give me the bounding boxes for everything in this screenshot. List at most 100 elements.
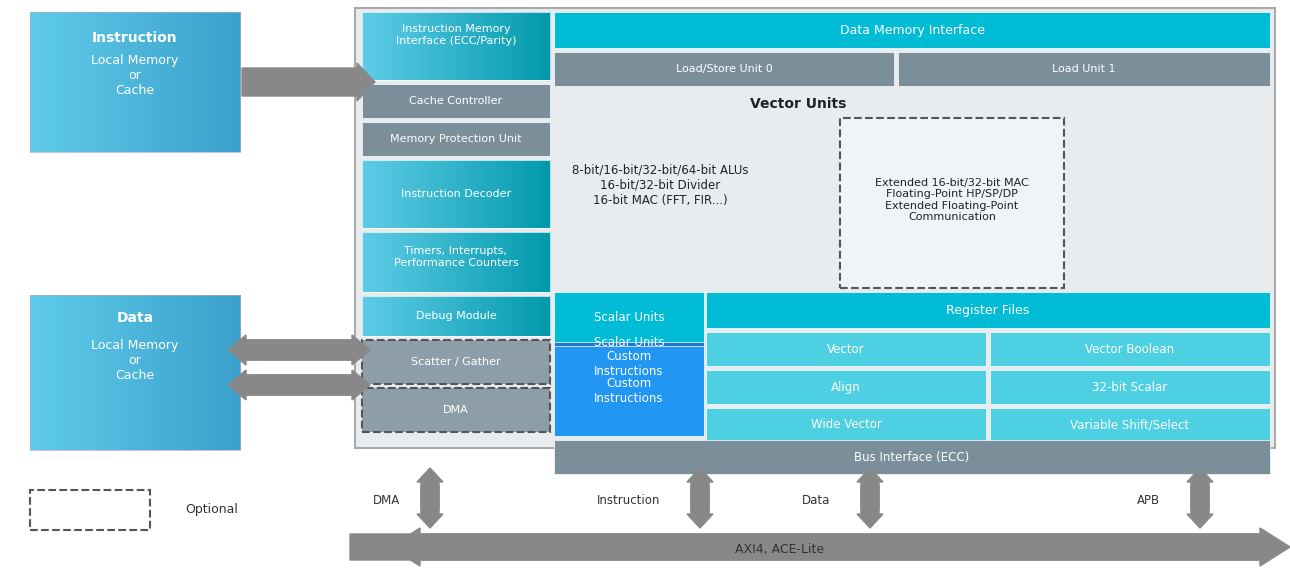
- Bar: [528, 232, 531, 292]
- Bar: [516, 12, 520, 80]
- Bar: [106, 12, 111, 152]
- Bar: [494, 232, 498, 292]
- Bar: [508, 12, 513, 80]
- Bar: [501, 12, 506, 80]
- Bar: [453, 12, 457, 80]
- FancyArrow shape: [1187, 468, 1213, 510]
- Bar: [369, 232, 374, 292]
- Bar: [396, 12, 400, 80]
- Text: Cache Controller: Cache Controller: [409, 96, 503, 106]
- Bar: [430, 232, 433, 292]
- Bar: [535, 232, 539, 292]
- Bar: [412, 160, 415, 228]
- Bar: [430, 160, 433, 228]
- Text: AXI4, ACE-Lite: AXI4, ACE-Lite: [735, 543, 824, 556]
- Bar: [408, 296, 412, 336]
- Bar: [463, 296, 468, 336]
- Bar: [400, 296, 404, 336]
- Bar: [93, 295, 98, 450]
- Text: APB: APB: [1136, 495, 1160, 507]
- Bar: [437, 296, 441, 336]
- Text: Load/Store Unit 0: Load/Store Unit 0: [676, 64, 773, 74]
- Bar: [215, 12, 219, 152]
- Bar: [362, 160, 366, 228]
- Bar: [520, 232, 524, 292]
- Text: Timers, Interrupts,
Performance Counters: Timers, Interrupts, Performance Counters: [393, 246, 519, 268]
- FancyArrow shape: [688, 486, 713, 528]
- Bar: [203, 295, 206, 450]
- Bar: [479, 160, 482, 228]
- Bar: [520, 296, 524, 336]
- Bar: [490, 12, 494, 80]
- FancyBboxPatch shape: [553, 292, 704, 342]
- Bar: [156, 295, 161, 450]
- Bar: [236, 295, 240, 450]
- Bar: [412, 232, 415, 292]
- Bar: [404, 12, 408, 80]
- Bar: [433, 232, 437, 292]
- Bar: [186, 295, 190, 450]
- Bar: [35, 12, 39, 152]
- Bar: [528, 12, 531, 80]
- Bar: [508, 296, 513, 336]
- Bar: [377, 296, 382, 336]
- FancyBboxPatch shape: [553, 336, 704, 392]
- Bar: [369, 296, 374, 336]
- Bar: [449, 232, 453, 292]
- FancyArrow shape: [417, 468, 442, 510]
- Text: Data Memory Interface: Data Memory Interface: [840, 24, 984, 36]
- Text: Debug Module: Debug Module: [415, 311, 497, 321]
- Bar: [441, 160, 445, 228]
- Bar: [381, 12, 384, 80]
- Bar: [130, 12, 135, 152]
- Bar: [102, 295, 106, 450]
- Text: DMA: DMA: [444, 405, 468, 415]
- Bar: [173, 295, 178, 450]
- Bar: [546, 232, 551, 292]
- Bar: [392, 12, 396, 80]
- Bar: [194, 12, 199, 152]
- Bar: [504, 232, 510, 292]
- Bar: [377, 160, 382, 228]
- Bar: [119, 12, 123, 152]
- Text: Scalar Units: Scalar Units: [593, 310, 664, 323]
- Bar: [498, 160, 502, 228]
- Bar: [546, 296, 551, 336]
- Bar: [531, 296, 535, 336]
- Bar: [453, 160, 457, 228]
- Bar: [546, 12, 551, 80]
- Bar: [177, 12, 182, 152]
- Bar: [494, 160, 498, 228]
- FancyArrow shape: [857, 486, 882, 528]
- Bar: [482, 296, 486, 336]
- Bar: [441, 12, 445, 80]
- Bar: [418, 296, 423, 336]
- Bar: [543, 160, 547, 228]
- Bar: [381, 232, 384, 292]
- Bar: [414, 160, 419, 228]
- Bar: [455, 296, 461, 336]
- Bar: [504, 12, 510, 80]
- Bar: [475, 296, 479, 336]
- Bar: [543, 296, 547, 336]
- Bar: [396, 296, 400, 336]
- Bar: [418, 12, 423, 80]
- Bar: [430, 12, 433, 80]
- Bar: [119, 295, 123, 450]
- Bar: [531, 12, 535, 80]
- Bar: [520, 12, 524, 80]
- Bar: [39, 12, 43, 152]
- Text: Instruction: Instruction: [596, 495, 660, 507]
- Bar: [408, 232, 412, 292]
- Bar: [490, 160, 494, 228]
- Text: Custom
Instructions: Custom Instructions: [595, 377, 664, 405]
- Bar: [430, 296, 433, 336]
- FancyArrow shape: [350, 528, 1290, 566]
- Bar: [512, 160, 517, 228]
- Bar: [366, 232, 370, 292]
- Bar: [437, 232, 441, 292]
- Bar: [43, 12, 48, 152]
- Text: Wide Vector: Wide Vector: [810, 419, 881, 432]
- Bar: [479, 12, 482, 80]
- Bar: [106, 295, 111, 450]
